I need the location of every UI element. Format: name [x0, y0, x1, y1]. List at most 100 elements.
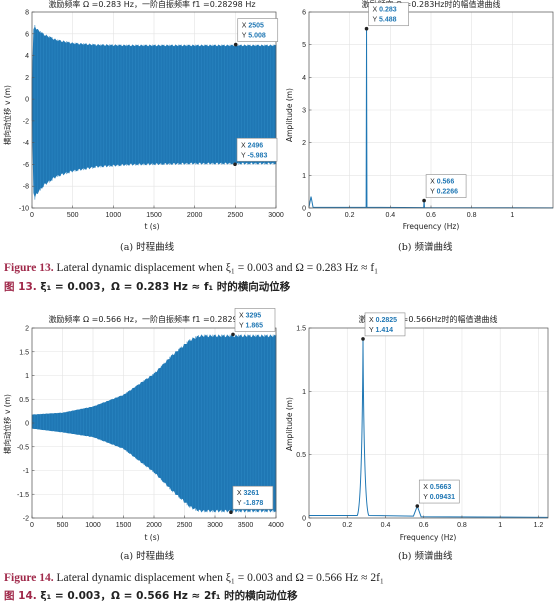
fig13-number-en: Figure 13. — [4, 262, 54, 274]
datatip-box: X 0.566 Y 0.2266 — [425, 174, 467, 198]
datatip-x-text: X — [430, 179, 437, 186]
x-tick-label: 1500 — [146, 212, 162, 219]
x-tick-label: 0.2 — [345, 212, 355, 219]
x-tick-label: 0.4 — [385, 212, 395, 219]
x-tick-label: 1.2 — [534, 522, 544, 529]
spectrum-line — [309, 338, 549, 518]
datatip-x-text: X — [237, 490, 244, 497]
x-tick-label: 0.2 — [342, 522, 352, 529]
datatip-y: Y -1.878 — [237, 500, 263, 507]
datatip-frame — [236, 137, 278, 162]
fig13b-title: 激励频率 Ω =0.283Hz时的幅值谱曲线 — [361, 0, 500, 9]
y-tick-label: -1 — [23, 468, 29, 475]
fig13a-xlabel: t (s) — [144, 222, 159, 231]
datatip-x-value: 3261 — [244, 490, 260, 497]
datatip-x-value: 2505 — [248, 23, 264, 30]
x-tick-label: 500 — [67, 212, 79, 219]
datatip-frame — [364, 312, 406, 337]
datatip-x-text: X — [373, 7, 380, 14]
datatip-x-value: 0.566 — [437, 179, 455, 186]
x-tick-label: 0 — [307, 522, 311, 529]
fig13a-title: 激励频率 Ω =0.283 Hz，一阶自振频率 f1 =0.28298 Hz — [48, 0, 255, 9]
datatip-frame — [232, 485, 274, 510]
datatip-x-text: X — [241, 142, 248, 149]
x-tick-label: 2000 — [187, 212, 203, 219]
datatip-y-text: Y — [242, 33, 249, 40]
fig13-caption-en-text: Lateral dynamic displacement when ξ₁ = 0… — [53, 262, 379, 274]
fig13-caption-en: Figure 13. Lateral dynamic displacement … — [4, 262, 378, 274]
plot-frame — [308, 327, 549, 519]
datatip-y: Y 5.488 — [373, 17, 397, 24]
datatip-y: Y 1.414 — [369, 327, 393, 334]
x-tick-label: 0.6 — [419, 522, 429, 529]
x-tick-label: 0.8 — [467, 212, 477, 219]
datatip-marker — [233, 42, 238, 47]
datatip-y-text: Y — [369, 327, 376, 334]
fig14-spectrum-chart: 激励频率 Ω =0.566Hz时的幅值谱曲线 Frequency (Hz) Am… — [285, 312, 549, 542]
y-tick-label: 5 — [302, 42, 306, 49]
y-tick-label: 6 — [25, 31, 29, 38]
y-tick-label: -0.5 — [17, 444, 29, 451]
fig14b-ylabel: Amplitude (m) — [285, 397, 294, 451]
datatip-x-text: X — [242, 23, 249, 30]
fig13a-subcaption: (a) 时程曲线 — [120, 242, 175, 253]
x-tick-label: 3000 — [207, 522, 223, 529]
y-tick-label: 1 — [302, 389, 306, 396]
datatip-x: X 3295 — [239, 312, 261, 319]
y-tick-label: 0 — [302, 206, 306, 213]
y-tick-label: 0.5 — [19, 397, 29, 404]
x-tick-label: 1000 — [106, 212, 122, 219]
x-tick-label: 1 — [498, 522, 502, 529]
datatip-marker — [361, 337, 365, 341]
datatip-y: Y 5.008 — [242, 33, 266, 40]
datatip-y-text: Y — [241, 152, 248, 159]
y-tick-label: 2 — [25, 326, 29, 333]
datatip-x: X 2505 — [242, 23, 264, 30]
datatip-box: X 0.2825 Y 1.414 — [364, 312, 406, 337]
signal-envelope-fill — [32, 26, 276, 199]
fig14b-title: 激励频率 Ω =0.566Hz时的幅值谱曲线 — [358, 314, 497, 324]
x-tick-label: 1000 — [85, 522, 101, 529]
datatip-marker — [415, 504, 420, 508]
datatip-marker — [422, 198, 426, 203]
datatip-x-text: X — [423, 484, 430, 491]
datatip-frame — [425, 174, 467, 198]
datatip-box: X 3261 Y -1.878 — [232, 485, 274, 510]
fig13b-subcaption: (b) 频谱曲线 — [398, 242, 453, 253]
y-tick-label: -1.5 — [17, 492, 29, 499]
datatip-box: X 2505 Y 5.008 — [237, 18, 279, 42]
y-tick-label: 1 — [25, 373, 29, 380]
fig14a-title: 激励频率 Ω =0.566 Hz，一阶自振频率 f1 =0.28298 Hz — [48, 314, 255, 324]
x-tick-label: 1 — [510, 212, 514, 219]
datatip-marker — [364, 26, 369, 31]
datatip-y-value: 0.09431 — [430, 494, 455, 501]
datatip-x: X 0.2825 — [369, 317, 397, 324]
datatip-y-text: Y — [423, 494, 430, 501]
fig14-caption-en-text: Lateral dynamic displacement when ξ₁ = 0… — [53, 572, 384, 584]
y-tick-label: 3 — [302, 108, 306, 115]
datatip-y-value: 1.865 — [245, 322, 263, 329]
y-tick-label: -2 — [23, 516, 29, 523]
datatip-x: X 0.283 — [373, 7, 397, 14]
datatip-y-value: -5.983 — [248, 152, 268, 159]
y-tick-label: 1 — [302, 173, 306, 180]
datatip-y: Y -5.983 — [241, 152, 267, 159]
datatip-frame — [234, 308, 276, 332]
x-tick-label: 0.6 — [426, 212, 436, 219]
y-tick-label: 4 — [25, 53, 29, 60]
x-tick-label: 2000 — [146, 522, 162, 529]
x-tick-label: 0 — [30, 212, 34, 219]
x-tick-label: 4000 — [268, 522, 284, 529]
y-tick-label: 0.5 — [296, 452, 306, 459]
y-tick-label: -2 — [23, 118, 29, 125]
fig13b-ylabel: Amplitude (m) — [285, 88, 294, 142]
y-tick-label: -10 — [19, 206, 29, 213]
fig13b-xlabel: Frequency (Hz) — [403, 222, 460, 231]
datatip-y: Y 0.2266 — [430, 189, 458, 196]
datatip-y: Y 0.09431 — [423, 494, 455, 501]
signal-envelope-fill — [32, 334, 276, 513]
